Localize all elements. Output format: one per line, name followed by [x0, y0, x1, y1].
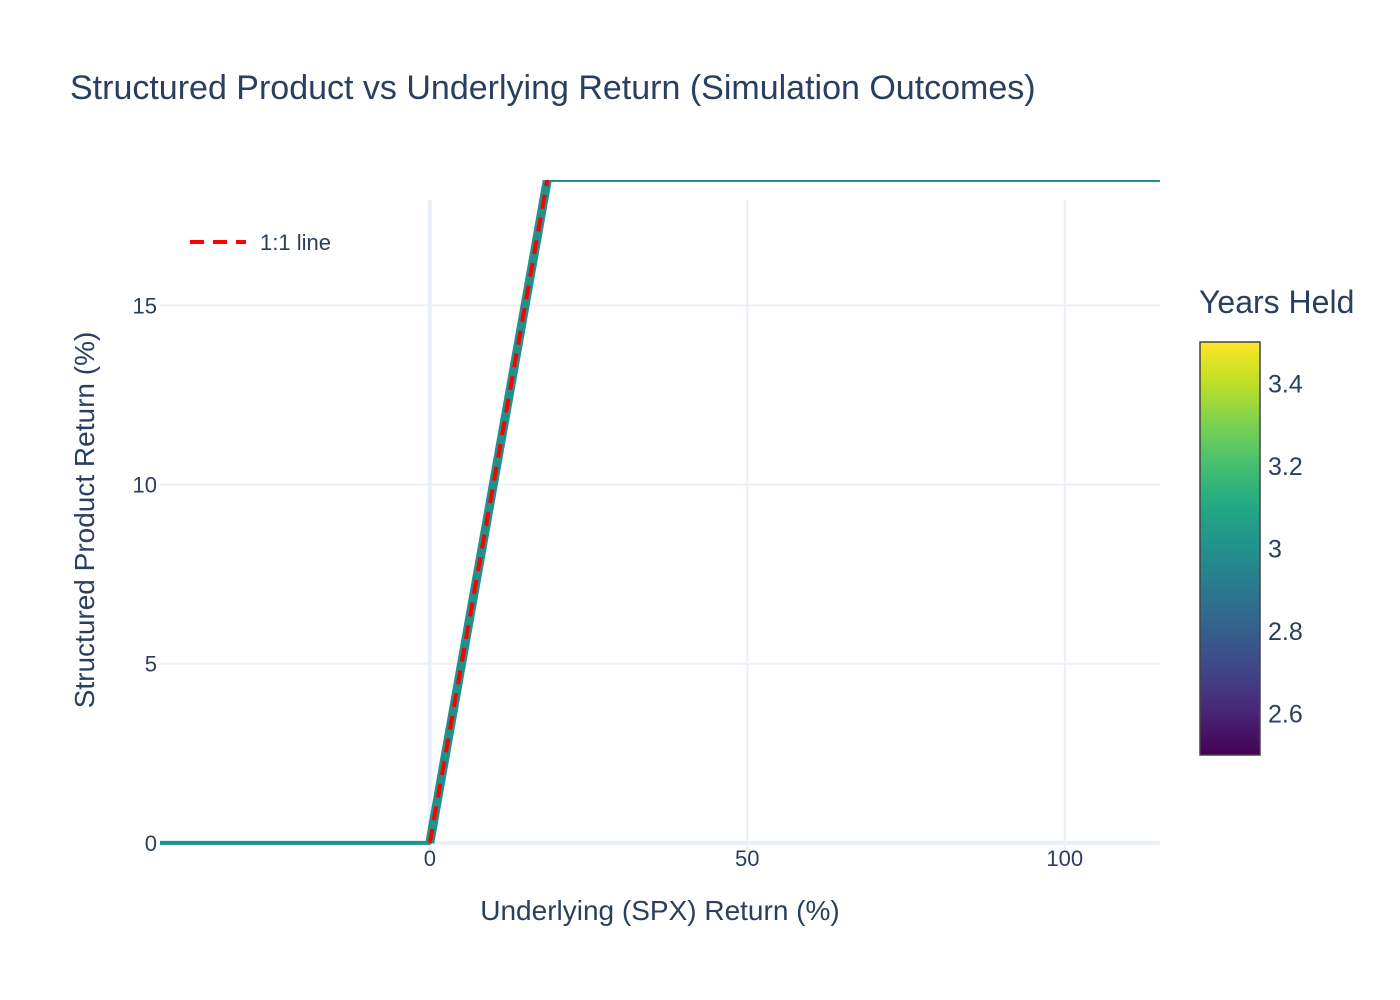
colorbar-tick-label: 3.4 — [1268, 370, 1303, 398]
colorbar-ticks: 2.6 2.8 3 3.2 3.4 — [1268, 370, 1303, 728]
series-layer — [160, 180, 1160, 845]
tick-labels: 0 50 100 0 5 10 15 — [133, 293, 1084, 871]
colorbar: Years Held 2.6 2.8 3 3.2 3.4 — [1199, 284, 1354, 756]
chart-title: Structured Product vs Underlying Return … — [70, 69, 1036, 107]
x-tick-label: 0 — [424, 846, 436, 871]
y-axis-title: Structured Product Return (%) — [69, 332, 100, 709]
colorbar-tick-label: 3 — [1268, 536, 1282, 564]
series-line-1to1 — [427, 180, 550, 844]
zero-lines — [160, 200, 1160, 850]
legend-label-1to1: 1:1 line — [260, 230, 331, 255]
x-tick-label: 100 — [1046, 846, 1083, 871]
colorbar-tick-label: 2.8 — [1268, 618, 1303, 646]
y-tick-label: 5 — [145, 652, 157, 677]
grid — [160, 200, 1160, 850]
x-axis-title: Underlying (SPX) Return (%) — [480, 895, 839, 926]
legend[interactable]: 1:1 line — [190, 230, 331, 255]
colorbar-title: Years Held — [1199, 284, 1354, 320]
y-tick-label: 0 — [145, 831, 157, 856]
colorbar-tick-label: 2.6 — [1268, 701, 1303, 729]
x-tick-label: 50 — [735, 846, 759, 871]
series-line-product — [160, 180, 1160, 845]
y-tick-label: 10 — [133, 473, 157, 498]
colorbar-gradient — [1199, 341, 1261, 756]
y-tick-label: 15 — [133, 293, 157, 318]
colorbar-tick-label: 3.2 — [1268, 453, 1303, 481]
